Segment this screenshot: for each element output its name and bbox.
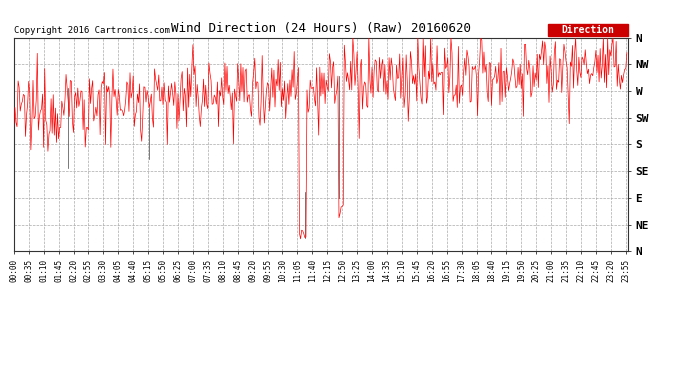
Title: Wind Direction (24 Hours) (Raw) 20160620: Wind Direction (24 Hours) (Raw) 20160620	[171, 22, 471, 35]
Bar	[548, 24, 628, 36]
Text: Copyright 2016 Cartronics.com: Copyright 2016 Cartronics.com	[14, 26, 170, 35]
Text: Direction: Direction	[562, 26, 614, 36]
